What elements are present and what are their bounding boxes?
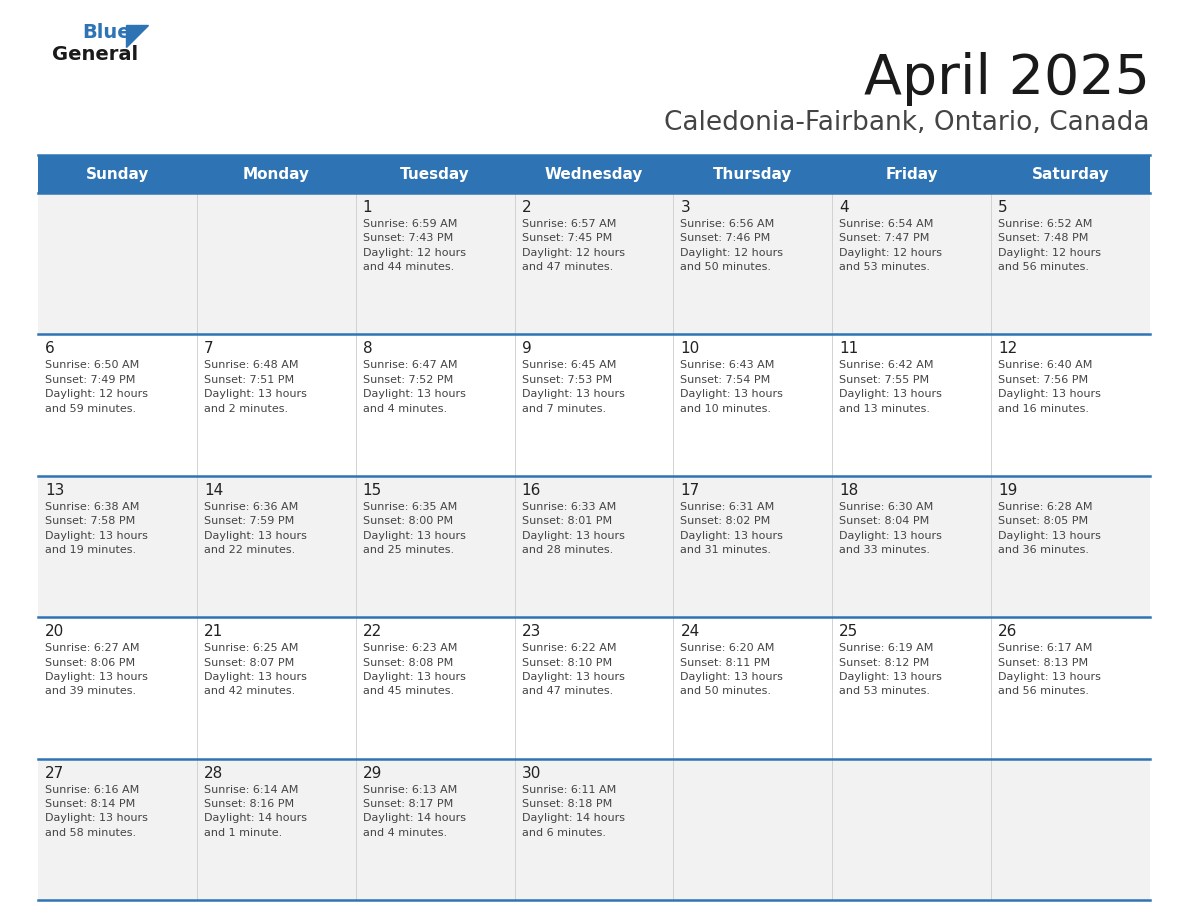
Text: Sunrise: 6:25 AM
Sunset: 8:07 PM
Daylight: 13 hours
and 42 minutes.: Sunrise: 6:25 AM Sunset: 8:07 PM Dayligh… <box>204 644 307 697</box>
Text: Sunrise: 6:47 AM
Sunset: 7:52 PM
Daylight: 13 hours
and 4 minutes.: Sunrise: 6:47 AM Sunset: 7:52 PM Dayligh… <box>362 361 466 414</box>
Text: 19: 19 <box>998 483 1017 498</box>
Text: 7: 7 <box>204 341 214 356</box>
Text: Sunrise: 6:17 AM
Sunset: 8:13 PM
Daylight: 13 hours
and 56 minutes.: Sunrise: 6:17 AM Sunset: 8:13 PM Dayligh… <box>998 644 1101 697</box>
Text: Sunrise: 6:36 AM
Sunset: 7:59 PM
Daylight: 13 hours
and 22 minutes.: Sunrise: 6:36 AM Sunset: 7:59 PM Dayligh… <box>204 502 307 555</box>
Text: Sunrise: 6:38 AM
Sunset: 7:58 PM
Daylight: 13 hours
and 19 minutes.: Sunrise: 6:38 AM Sunset: 7:58 PM Dayligh… <box>45 502 147 555</box>
Text: 9: 9 <box>522 341 531 356</box>
Text: April 2025: April 2025 <box>864 52 1150 106</box>
Bar <box>38 476 1150 617</box>
Text: Sunrise: 6:19 AM
Sunset: 8:12 PM
Daylight: 13 hours
and 53 minutes.: Sunrise: 6:19 AM Sunset: 8:12 PM Dayligh… <box>839 644 942 697</box>
Text: 18: 18 <box>839 483 859 498</box>
Bar <box>38 758 1150 900</box>
Text: Wednesday: Wednesday <box>545 166 643 182</box>
Text: Sunrise: 6:42 AM
Sunset: 7:55 PM
Daylight: 13 hours
and 13 minutes.: Sunrise: 6:42 AM Sunset: 7:55 PM Dayligh… <box>839 361 942 414</box>
Text: Sunrise: 6:45 AM
Sunset: 7:53 PM
Daylight: 13 hours
and 7 minutes.: Sunrise: 6:45 AM Sunset: 7:53 PM Dayligh… <box>522 361 625 414</box>
Text: 14: 14 <box>204 483 223 498</box>
Bar <box>38 155 1150 193</box>
Text: Sunrise: 6:16 AM
Sunset: 8:14 PM
Daylight: 13 hours
and 58 minutes.: Sunrise: 6:16 AM Sunset: 8:14 PM Dayligh… <box>45 785 147 838</box>
Text: Sunrise: 6:22 AM
Sunset: 8:10 PM
Daylight: 13 hours
and 47 minutes.: Sunrise: 6:22 AM Sunset: 8:10 PM Dayligh… <box>522 644 625 697</box>
Text: Thursday: Thursday <box>713 166 792 182</box>
Text: Sunrise: 6:13 AM
Sunset: 8:17 PM
Daylight: 14 hours
and 4 minutes.: Sunrise: 6:13 AM Sunset: 8:17 PM Dayligh… <box>362 785 466 838</box>
Text: Sunrise: 6:43 AM
Sunset: 7:54 PM
Daylight: 13 hours
and 10 minutes.: Sunrise: 6:43 AM Sunset: 7:54 PM Dayligh… <box>681 361 783 414</box>
Text: Sunrise: 6:56 AM
Sunset: 7:46 PM
Daylight: 12 hours
and 50 minutes.: Sunrise: 6:56 AM Sunset: 7:46 PM Dayligh… <box>681 219 783 273</box>
Text: Sunrise: 6:31 AM
Sunset: 8:02 PM
Daylight: 13 hours
and 31 minutes.: Sunrise: 6:31 AM Sunset: 8:02 PM Dayligh… <box>681 502 783 555</box>
Text: Sunrise: 6:54 AM
Sunset: 7:47 PM
Daylight: 12 hours
and 53 minutes.: Sunrise: 6:54 AM Sunset: 7:47 PM Dayligh… <box>839 219 942 273</box>
Text: 30: 30 <box>522 766 541 780</box>
Text: 24: 24 <box>681 624 700 639</box>
Text: 28: 28 <box>204 766 223 780</box>
Text: 16: 16 <box>522 483 541 498</box>
Text: 13: 13 <box>45 483 64 498</box>
Text: Sunrise: 6:14 AM
Sunset: 8:16 PM
Daylight: 14 hours
and 1 minute.: Sunrise: 6:14 AM Sunset: 8:16 PM Dayligh… <box>204 785 307 838</box>
Text: 26: 26 <box>998 624 1017 639</box>
Text: Sunday: Sunday <box>86 166 150 182</box>
Text: Sunrise: 6:40 AM
Sunset: 7:56 PM
Daylight: 13 hours
and 16 minutes.: Sunrise: 6:40 AM Sunset: 7:56 PM Dayligh… <box>998 361 1101 414</box>
Text: Sunrise: 6:27 AM
Sunset: 8:06 PM
Daylight: 13 hours
and 39 minutes.: Sunrise: 6:27 AM Sunset: 8:06 PM Dayligh… <box>45 644 147 697</box>
Text: 8: 8 <box>362 341 372 356</box>
Text: 27: 27 <box>45 766 64 780</box>
Bar <box>38 193 1150 334</box>
Text: Sunrise: 6:35 AM
Sunset: 8:00 PM
Daylight: 13 hours
and 25 minutes.: Sunrise: 6:35 AM Sunset: 8:00 PM Dayligh… <box>362 502 466 555</box>
Text: 15: 15 <box>362 483 383 498</box>
Text: Saturday: Saturday <box>1031 166 1110 182</box>
Text: Blue: Blue <box>82 23 131 42</box>
Text: Sunrise: 6:48 AM
Sunset: 7:51 PM
Daylight: 13 hours
and 2 minutes.: Sunrise: 6:48 AM Sunset: 7:51 PM Dayligh… <box>204 361 307 414</box>
Text: 17: 17 <box>681 483 700 498</box>
Text: 2: 2 <box>522 200 531 215</box>
Text: 25: 25 <box>839 624 859 639</box>
Text: 1: 1 <box>362 200 372 215</box>
Text: 10: 10 <box>681 341 700 356</box>
Polygon shape <box>126 25 148 47</box>
Text: 12: 12 <box>998 341 1017 356</box>
Text: 5: 5 <box>998 200 1007 215</box>
Text: Sunrise: 6:23 AM
Sunset: 8:08 PM
Daylight: 13 hours
and 45 minutes.: Sunrise: 6:23 AM Sunset: 8:08 PM Dayligh… <box>362 644 466 697</box>
Text: Sunrise: 6:33 AM
Sunset: 8:01 PM
Daylight: 13 hours
and 28 minutes.: Sunrise: 6:33 AM Sunset: 8:01 PM Dayligh… <box>522 502 625 555</box>
Bar <box>38 334 1150 476</box>
Text: Sunrise: 6:50 AM
Sunset: 7:49 PM
Daylight: 12 hours
and 59 minutes.: Sunrise: 6:50 AM Sunset: 7:49 PM Dayligh… <box>45 361 148 414</box>
Text: 22: 22 <box>362 624 383 639</box>
Text: 21: 21 <box>204 624 223 639</box>
Text: 20: 20 <box>45 624 64 639</box>
Text: Sunrise: 6:11 AM
Sunset: 8:18 PM
Daylight: 14 hours
and 6 minutes.: Sunrise: 6:11 AM Sunset: 8:18 PM Dayligh… <box>522 785 625 838</box>
Text: Caledonia-Fairbank, Ontario, Canada: Caledonia-Fairbank, Ontario, Canada <box>664 110 1150 136</box>
Text: Tuesday: Tuesday <box>400 166 470 182</box>
Text: Friday: Friday <box>885 166 939 182</box>
Text: 3: 3 <box>681 200 690 215</box>
Text: Sunrise: 6:52 AM
Sunset: 7:48 PM
Daylight: 12 hours
and 56 minutes.: Sunrise: 6:52 AM Sunset: 7:48 PM Dayligh… <box>998 219 1101 273</box>
Text: Sunrise: 6:20 AM
Sunset: 8:11 PM
Daylight: 13 hours
and 50 minutes.: Sunrise: 6:20 AM Sunset: 8:11 PM Dayligh… <box>681 644 783 697</box>
Text: 23: 23 <box>522 624 541 639</box>
Text: 4: 4 <box>839 200 849 215</box>
Text: Sunrise: 6:59 AM
Sunset: 7:43 PM
Daylight: 12 hours
and 44 minutes.: Sunrise: 6:59 AM Sunset: 7:43 PM Dayligh… <box>362 219 466 273</box>
Text: Sunrise: 6:30 AM
Sunset: 8:04 PM
Daylight: 13 hours
and 33 minutes.: Sunrise: 6:30 AM Sunset: 8:04 PM Dayligh… <box>839 502 942 555</box>
Text: Monday: Monday <box>242 166 310 182</box>
Text: 6: 6 <box>45 341 55 356</box>
Text: Sunrise: 6:57 AM
Sunset: 7:45 PM
Daylight: 12 hours
and 47 minutes.: Sunrise: 6:57 AM Sunset: 7:45 PM Dayligh… <box>522 219 625 273</box>
Text: Sunrise: 6:28 AM
Sunset: 8:05 PM
Daylight: 13 hours
and 36 minutes.: Sunrise: 6:28 AM Sunset: 8:05 PM Dayligh… <box>998 502 1101 555</box>
Text: General: General <box>52 45 138 64</box>
Text: 29: 29 <box>362 766 383 780</box>
Bar <box>38 617 1150 758</box>
Text: 11: 11 <box>839 341 859 356</box>
